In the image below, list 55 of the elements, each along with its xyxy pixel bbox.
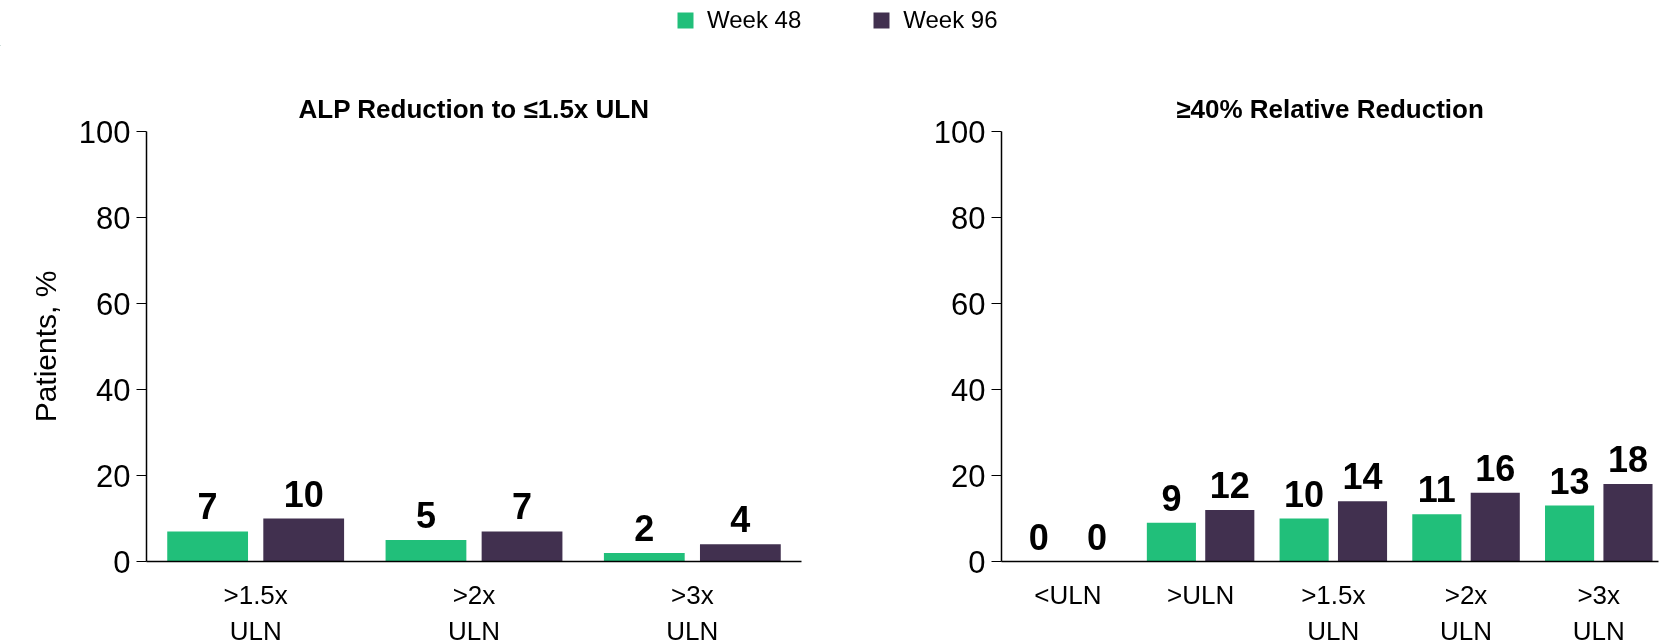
y-tick-label: 80 [951, 200, 986, 236]
bar [1412, 514, 1462, 562]
y-tick-label: 80 [96, 200, 131, 236]
x-tick-label: <ULN [1034, 579, 1102, 610]
data-label: 12 [1209, 464, 1250, 506]
x-tick-label: >2x ULN [447, 579, 501, 644]
y-tick-label: 60 [951, 286, 986, 322]
y-tick-label: 20 [96, 458, 131, 494]
y-tick-label: 60 [96, 286, 131, 322]
y-tick-label: 40 [951, 372, 986, 408]
chart-title: ALP Reduction to ≤1.5x ULN [298, 93, 649, 124]
data-label: 11 [1417, 469, 1456, 511]
bar [263, 518, 345, 562]
data-label: 18 [1607, 439, 1648, 481]
data-label: 4 [730, 499, 751, 541]
bar [1279, 518, 1329, 562]
y-tick-label: 100 [78, 114, 131, 150]
y-tick-label: 0 [113, 544, 131, 580]
x-tick-label: >ULN [1166, 579, 1235, 610]
data-label: 7 [512, 486, 533, 528]
x-tick-label: >3x ULN [666, 579, 719, 644]
data-label: 14 [1342, 456, 1383, 498]
y-axis-title: Patients, % [28, 270, 62, 423]
bar [1146, 522, 1196, 562]
x-tick-label: >1.5x ULN [223, 579, 288, 644]
data-label: 10 [283, 473, 324, 515]
x-tick-label: >2x ULN [1440, 579, 1493, 644]
bar [1470, 492, 1520, 562]
bar [699, 544, 781, 562]
bar [167, 531, 249, 562]
bar [1603, 484, 1653, 562]
data-label: 16 [1475, 447, 1516, 489]
bar [1545, 505, 1595, 562]
bar [1337, 501, 1388, 562]
data-label: 0 [1087, 516, 1108, 558]
x-tick-label: >1.5x ULN [1301, 579, 1366, 644]
chart-title: ≥40% Relative Reduction [1176, 93, 1484, 124]
bar [385, 540, 467, 562]
bar [603, 552, 685, 562]
y-tick-label: 100 [933, 114, 986, 150]
bar [1205, 509, 1255, 562]
data-label: 10 [1284, 473, 1325, 515]
y-tick-label: 40 [96, 372, 131, 408]
data-label: 5 [415, 495, 436, 536]
legend-label: Week 96 [903, 6, 998, 34]
data-label: 0 [1028, 516, 1049, 558]
data-label: 13 [1549, 460, 1590, 502]
data-label: 7 [197, 486, 218, 528]
bar [481, 531, 563, 562]
data-label: 9 [1161, 477, 1182, 519]
x-tick-label: >3x ULN [1572, 579, 1625, 644]
legend-label: Week 48 [707, 6, 802, 34]
y-tick-label: 20 [951, 458, 986, 494]
y-tick-label: 0 [968, 544, 986, 580]
data-label: 2 [634, 507, 655, 549]
